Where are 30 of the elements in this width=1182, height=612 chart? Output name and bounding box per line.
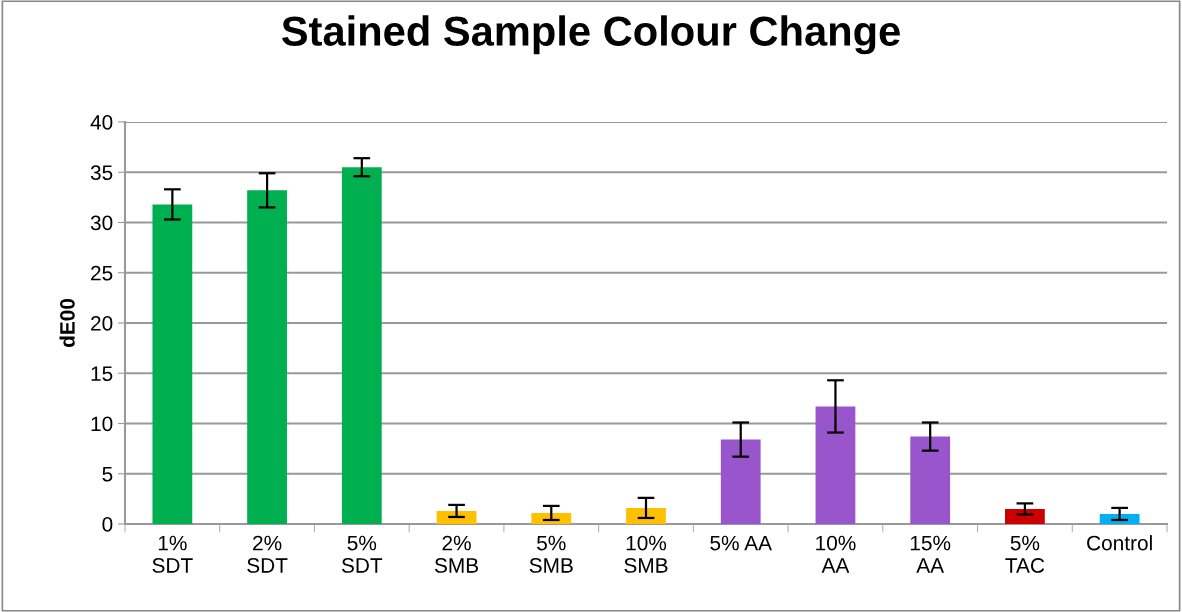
bar (910, 436, 951, 524)
y-axis-title: dE00 (59, 298, 75, 348)
x-tick-label: 10% SMB (624, 535, 668, 573)
y-tick-label: 30 (90, 215, 113, 231)
bar (247, 190, 287, 524)
bar (531, 512, 572, 524)
x-tick-label: 2% SMB (434, 535, 479, 573)
y-tick-label: 15 (91, 366, 113, 381)
x-tick-label: 5% SMB (529, 535, 573, 573)
bar (152, 204, 193, 524)
chart-title: Stained Sample Colour Change (281, 15, 900, 55)
x-tick-label: Control (1087, 535, 1152, 551)
bar (626, 507, 666, 524)
y-tick-label: 25 (91, 265, 113, 281)
y-tick-label: 20 (91, 316, 113, 331)
y-tick-label: 0 (102, 517, 113, 532)
x-tick-label: 1% SDT (152, 535, 193, 573)
y-tick-label: 10 (91, 416, 113, 432)
y-tick-label: 5 (102, 466, 113, 482)
x-tick-label: 5% AA (710, 535, 772, 551)
bar (815, 406, 856, 524)
x-tick-label: 5% SDT (341, 535, 383, 573)
x-tick-label: 10% AA (816, 535, 856, 573)
bar (720, 439, 761, 524)
y-tick-label: 35 (90, 165, 113, 180)
bar (341, 167, 382, 524)
y-tick-label: 40 (90, 115, 113, 130)
x-tick-label: 15% AA (910, 535, 951, 573)
x-tick-label: 2% SDT (247, 535, 288, 573)
x-tick-label: 5% TAC (1005, 535, 1045, 573)
